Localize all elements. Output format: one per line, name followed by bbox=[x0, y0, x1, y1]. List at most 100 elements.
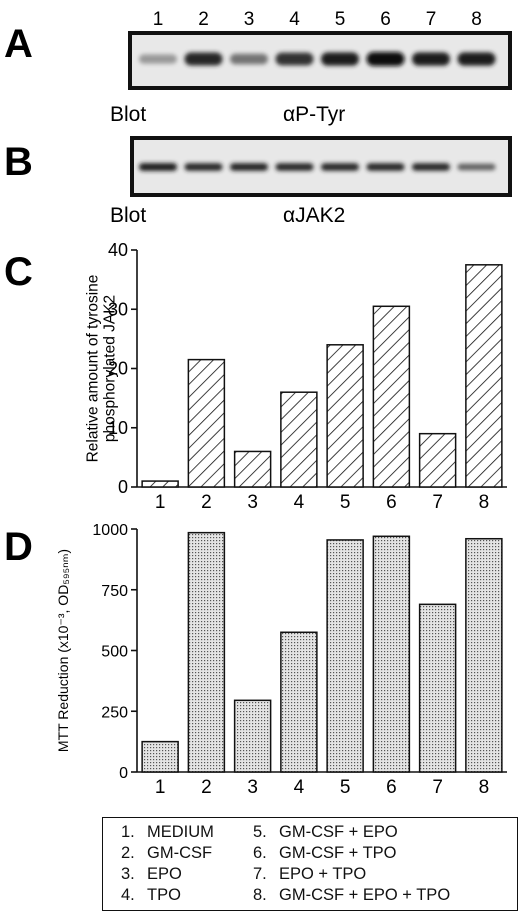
legend-item: 1. MEDIUM bbox=[121, 822, 214, 842]
x-tick-label: 1 bbox=[155, 492, 166, 513]
blot-b-label: Blot bbox=[110, 204, 146, 227]
legend-label: MEDIUM bbox=[147, 823, 214, 841]
y-tick-label: 500 bbox=[101, 644, 128, 661]
bar bbox=[418, 603, 457, 773]
legend-item: 4. TPO bbox=[121, 885, 181, 905]
bar bbox=[141, 480, 179, 488]
legend-label: EPO + TPO bbox=[279, 865, 367, 883]
legend-label: GM-CSF + TPO bbox=[279, 844, 397, 862]
x-tick-label: 7 bbox=[432, 777, 443, 798]
bar bbox=[326, 344, 364, 488]
y-tick-label: 750 bbox=[101, 583, 128, 600]
y-tick-label: 0 bbox=[119, 765, 128, 782]
legend-num: 4. bbox=[121, 886, 135, 904]
panel-a-letter: A bbox=[4, 22, 33, 66]
legend-num: 1. bbox=[121, 823, 135, 841]
y-tick-label: 20 bbox=[108, 359, 128, 379]
bar bbox=[141, 740, 179, 773]
legend-num: 7. bbox=[253, 865, 267, 883]
legend-num: 3. bbox=[121, 865, 135, 883]
legend-num: 8. bbox=[253, 886, 267, 904]
bar bbox=[418, 432, 457, 488]
legend-item: 5. GM-CSF + EPO bbox=[253, 822, 398, 842]
lane-numbers: 1 2 3 4 5 6 7 8 bbox=[153, 9, 482, 30]
blot-b-bands bbox=[139, 163, 496, 171]
y-tick-label: 250 bbox=[101, 704, 128, 721]
y-tick-label: 40 bbox=[108, 240, 128, 260]
legend-item: 2. GM-CSF bbox=[121, 843, 212, 863]
x-tick-label: 5 bbox=[340, 777, 351, 798]
panel-b-letter: B bbox=[4, 140, 33, 184]
bar bbox=[372, 535, 411, 773]
lane-number: 7 bbox=[426, 9, 437, 30]
y-axis-label: MTT Reduction (x10⁻³, OD₅₉₅ₙₘ) bbox=[55, 549, 71, 752]
legend-label: GM-CSF + EPO + TPO bbox=[279, 886, 451, 904]
legend-item: 7. EPO + TPO bbox=[253, 864, 366, 884]
legend-item: 8. GM-CSF + EPO + TPO bbox=[253, 885, 450, 905]
bar bbox=[465, 264, 503, 488]
chart-d: 0 250 500 750 1000 1 2 3 4 5 6 7 8 MTT Reduction (x10… bbox=[55, 522, 507, 798]
y-axis-label-line: Relative amount of tyrosine bbox=[84, 275, 101, 463]
blot-band bbox=[366, 52, 405, 66]
blot-a-label: Blot bbox=[110, 103, 146, 126]
blot-band bbox=[139, 163, 177, 171]
panel-c-letter: C bbox=[4, 250, 33, 294]
x-tick-label: 3 bbox=[247, 492, 258, 513]
legend-label: GM-CSF + EPO bbox=[279, 823, 398, 841]
legend-item: 6. GM-CSF + TPO bbox=[253, 843, 397, 863]
blot-band bbox=[184, 163, 223, 171]
legend-num: 6. bbox=[253, 844, 267, 862]
y-tick-label: 0 bbox=[118, 477, 128, 497]
bar bbox=[465, 537, 503, 773]
bar bbox=[233, 699, 272, 773]
blot-band bbox=[139, 54, 177, 64]
x-tick-label: 8 bbox=[479, 777, 490, 798]
blot-band bbox=[321, 163, 359, 171]
blot-band bbox=[184, 52, 223, 66]
legend: 1. MEDIUM 2. GM-CSF 3. EPO 4. TPO 5. GM-CSF +… bbox=[102, 817, 518, 911]
panel-d-letter: D bbox=[4, 525, 33, 569]
x-tick-label: 3 bbox=[247, 777, 258, 798]
blot-band bbox=[457, 52, 496, 66]
blot-band bbox=[457, 163, 496, 171]
x-tick-label: 4 bbox=[294, 492, 305, 513]
bar bbox=[326, 539, 364, 773]
lane-number: 2 bbox=[198, 9, 209, 30]
chart-c: 0 10 20 30 40 1 2 3 4 5 6 7 8 Relative amount of tyro… bbox=[84, 240, 507, 513]
blot-band bbox=[230, 53, 268, 65]
blot-band bbox=[321, 52, 359, 66]
blot-band bbox=[412, 163, 450, 171]
blot-a-bands bbox=[139, 52, 496, 66]
x-tick-label: 7 bbox=[432, 492, 443, 513]
x-tick-label: 2 bbox=[201, 777, 212, 798]
x-tick-label: 6 bbox=[386, 777, 397, 798]
legend-label: GM-CSF bbox=[147, 844, 213, 862]
blot-band bbox=[275, 52, 314, 66]
x-tick-label: 5 bbox=[340, 492, 351, 513]
y-tick-label: 30 bbox=[108, 299, 128, 319]
bar bbox=[187, 531, 226, 773]
blot-band bbox=[230, 163, 268, 171]
lane-number: 1 bbox=[153, 9, 164, 30]
lane-number: 5 bbox=[335, 9, 346, 30]
bar bbox=[280, 631, 318, 773]
blot-a-antibody: αP-Tyr bbox=[283, 103, 345, 126]
y-tick-label: 10 bbox=[108, 418, 128, 438]
y-tick-label: 1000 bbox=[92, 522, 128, 539]
legend-label: EPO bbox=[147, 865, 182, 883]
lane-number: 3 bbox=[244, 9, 255, 30]
legend-item: 3. EPO bbox=[121, 864, 182, 884]
legend-label: TPO bbox=[147, 886, 181, 904]
x-tick-label: 6 bbox=[386, 492, 397, 513]
y-axis-label: Relative amount of tyrosinephosphorylate… bbox=[84, 275, 118, 463]
legend-num: 5. bbox=[253, 823, 267, 841]
blot-b-antibody: αJAK2 bbox=[283, 204, 345, 227]
x-tick-label: 8 bbox=[479, 492, 490, 513]
bar bbox=[233, 450, 272, 488]
legend-num: 2. bbox=[121, 844, 135, 862]
bar bbox=[187, 358, 226, 488]
lane-number: 4 bbox=[289, 9, 300, 30]
blot-band bbox=[275, 163, 314, 171]
bar bbox=[280, 391, 318, 488]
